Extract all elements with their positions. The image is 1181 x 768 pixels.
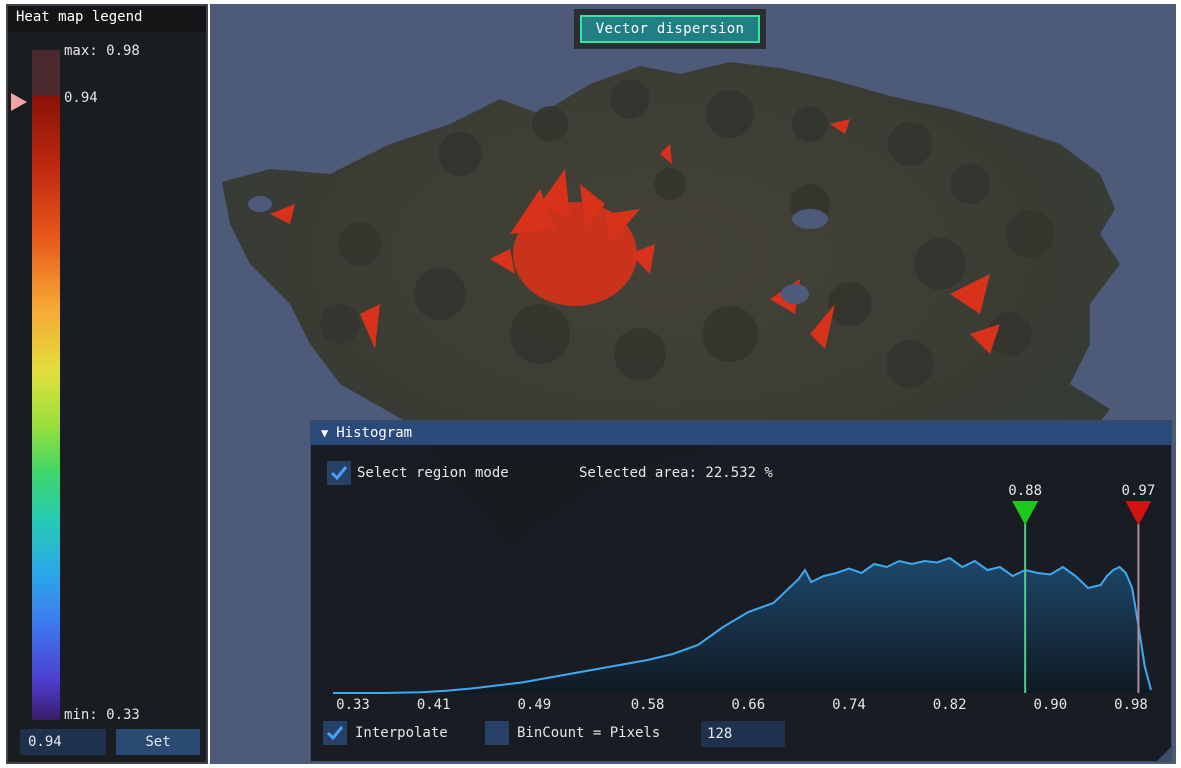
interpolate-checkbox[interactable]	[323, 721, 347, 745]
legend-value-input[interactable]	[20, 729, 106, 755]
histogram-panel: ▼ Histogram Select region mode Selected …	[310, 420, 1172, 762]
select-region-checkbox[interactable]	[327, 461, 351, 485]
histogram-plot[interactable]: 0.88 0.97 0.33 0.41 0.49 0.58 0.66 0.74 0.82 0.90…	[333, 483, 1155, 713]
bincount-checkbox[interactable]	[485, 721, 509, 745]
x-tick-label: 0.49	[517, 697, 551, 713]
histogram-header[interactable]: ▼ Histogram	[311, 421, 1171, 445]
highlight-regions	[270, 119, 1000, 354]
x-tick-label: 0.33	[336, 697, 370, 713]
checkmark-icon	[326, 726, 344, 741]
histogram-area	[333, 558, 1151, 693]
legend-current-label: 0.94	[64, 90, 98, 106]
triangle-down-icon[interactable]: ▼	[321, 426, 329, 440]
x-tick-label: 0.82	[933, 697, 967, 713]
triangle-right-icon[interactable]	[11, 93, 27, 111]
view-title: Vector dispersion	[580, 15, 760, 43]
x-tick-label: 0.66	[731, 697, 765, 713]
histogram-line	[333, 556, 1152, 694]
resize-grip[interactable]	[1157, 747, 1171, 761]
legend-title: Heat map legend	[8, 6, 206, 32]
bincount-label: BinCount = Pixels	[517, 725, 661, 741]
x-tick-label: 0.41	[417, 697, 451, 713]
selected-area-text: Selected area: 22.532 %	[579, 465, 773, 481]
bincount-input[interactable]	[701, 721, 785, 747]
view-title-frame: Vector dispersion	[574, 9, 766, 49]
x-tick-label: 0.90	[1033, 697, 1067, 713]
terrain-bumps	[320, 79, 1054, 388]
threshold-low-marker[interactable]	[1012, 501, 1039, 525]
checkmark-icon	[330, 466, 348, 481]
histogram-chart[interactable]: 0.88 0.97 0.33 0.41 0.49 0.58 0.66 0.74 0.82 0.90…	[333, 483, 1155, 713]
legend-min-label: min: 0.33	[64, 707, 140, 723]
x-tick-label: 0.98	[1114, 697, 1148, 713]
threshold-high-label: 0.97	[1122, 483, 1156, 499]
interpolate-label: Interpolate	[355, 725, 448, 741]
heat-map-legend-panel: Heat map legend max: 0.98 0.94 min: 0.33…	[6, 4, 208, 764]
color-scale-bar[interactable]	[32, 50, 60, 720]
threshold-low-label: 0.88	[1008, 483, 1042, 499]
x-tick-label: 0.58	[631, 697, 665, 713]
legend-max-label: max: 0.98	[64, 43, 140, 59]
x-tick-label: 0.74	[832, 697, 866, 713]
threshold-high-marker[interactable]	[1125, 501, 1152, 525]
histogram-title: Histogram	[336, 425, 413, 441]
set-button[interactable]: Set	[116, 729, 200, 755]
select-region-label: Select region mode	[357, 465, 509, 481]
